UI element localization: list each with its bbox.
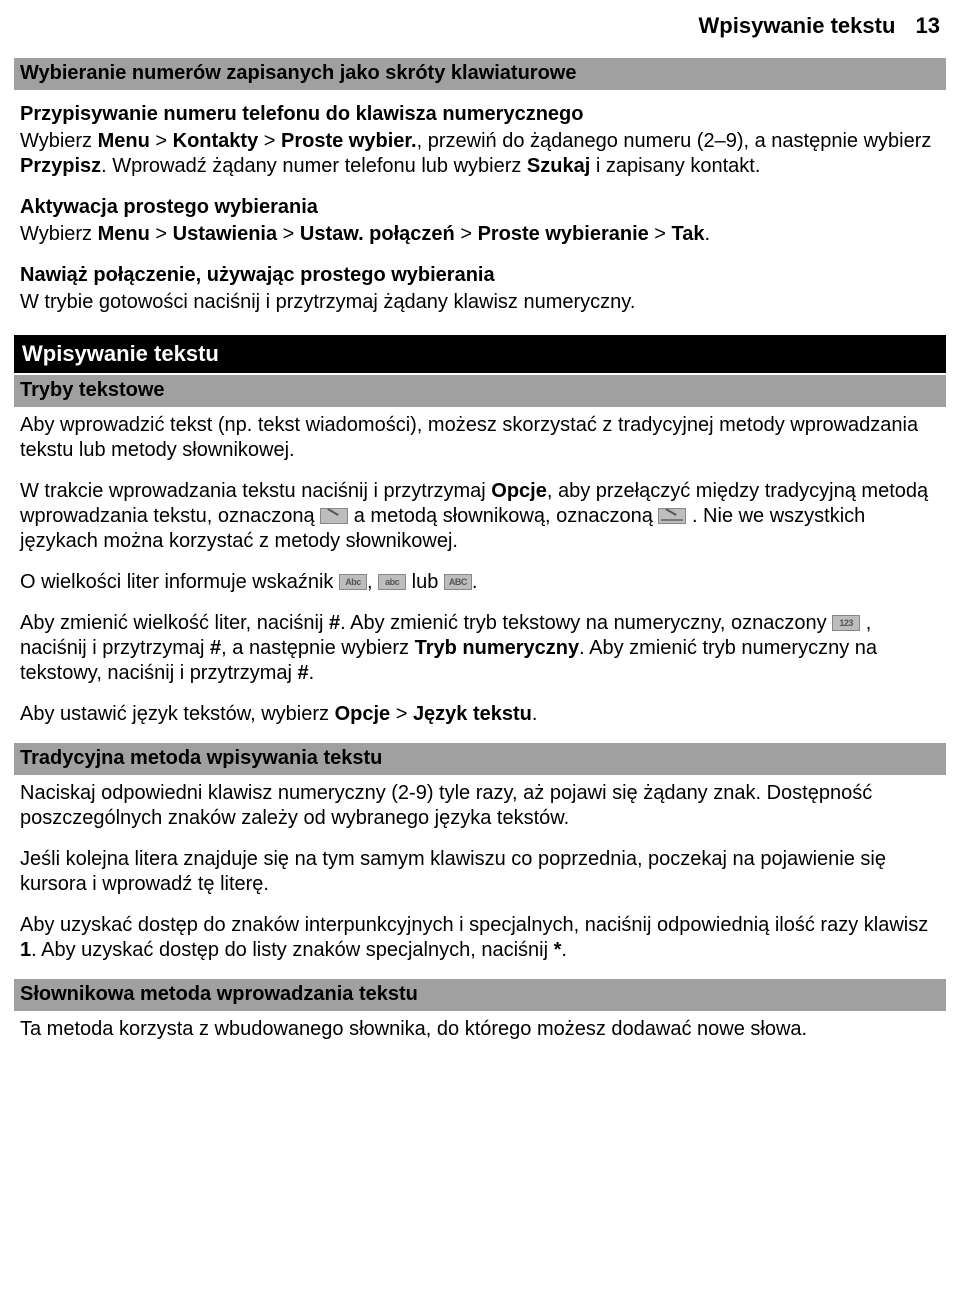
para-trad-2: Jeśli kolejna litera znajduje się na tym… <box>20 847 940 897</box>
para-assign-number: Wybierz Menu > Kontakty > Proste wybier.… <box>20 129 940 179</box>
para-trad-3: Aby uzyskać dostęp do znaków interpunkcy… <box>20 913 940 963</box>
para-trad-1: Naciskaj odpowiedni klawisz numeryczny (… <box>20 781 940 831</box>
case-abc-lower-icon: abc <box>378 574 406 590</box>
sub-activate-speeddial: Aktywacja prostego wybierania <box>20 195 940 220</box>
para-pred-1: Ta metoda korzysta z wbudowanego słownik… <box>20 1017 940 1042</box>
section-traditional-bar: Tradycyjna metoda wpisywania tekstu <box>14 743 946 775</box>
predictive-mode-icon <box>658 508 686 524</box>
para-activate-speeddial: Wybierz Menu > Ustawienia > Ustaw. połąc… <box>20 222 940 247</box>
para-make-call: W trybie gotowości naciśnij i przytrzyma… <box>20 290 940 315</box>
sub-make-call: Nawiąż połączenie, używając prostego wyb… <box>20 263 940 288</box>
section-shortcuts-bar: Wybieranie numerów zapisanych jako skrót… <box>14 58 946 90</box>
sub-assign-number: Przypisywanie numeru telefonu do klawisz… <box>20 102 940 127</box>
traditional-mode-icon <box>320 508 348 524</box>
case-abc-upper-icon: Abc <box>339 574 367 590</box>
para-set-language: Aby ustawić język tekstów, wybierz Opcje… <box>20 702 940 727</box>
para-change-case: Aby zmienić wielkość liter, naciśnij #. … <box>20 611 940 686</box>
case-abc-caps-icon: ABC <box>444 574 472 590</box>
page-header: Wpisywanie tekstu 13 <box>20 12 940 40</box>
page-number: 13 <box>916 13 940 38</box>
para-case-indicator: O wielkości liter informuje wskaźnik Abc… <box>20 570 940 595</box>
section-text-modes-bar: Tryby tekstowe <box>14 375 946 407</box>
para-switch-mode: W trakcie wprowadzania tekstu naciśnij i… <box>20 479 940 554</box>
section-text-entry-black: Wpisywanie tekstu <box>14 335 946 374</box>
para-text-intro: Aby wprowadzić tekst (np. tekst wiadomoś… <box>20 413 940 463</box>
section-predictive-bar: Słownikowa metoda wprowadzania tekstu <box>14 979 946 1011</box>
numeric-mode-icon: 123 <box>832 615 860 631</box>
header-title: Wpisywanie tekstu <box>699 13 896 38</box>
